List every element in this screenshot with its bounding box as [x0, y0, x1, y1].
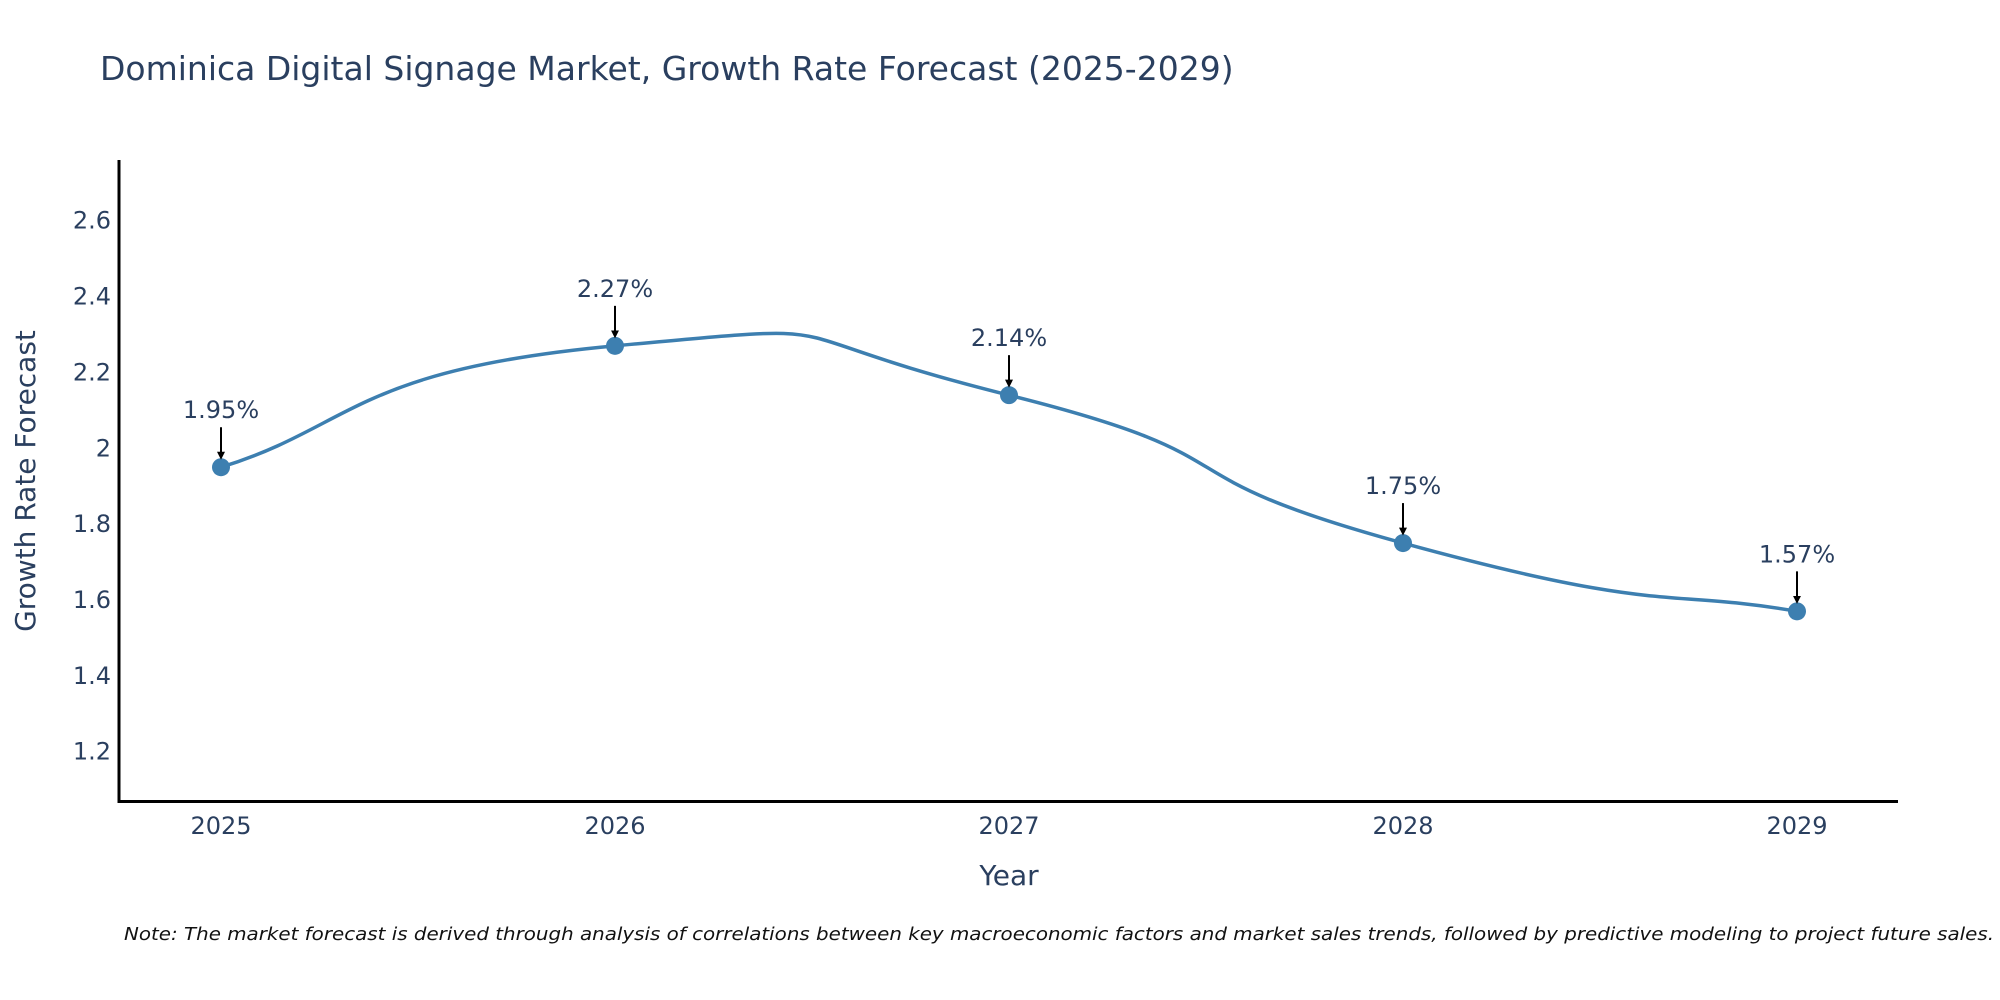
x-tick-label: 2025	[190, 812, 251, 840]
data-label: 1.57%	[1759, 540, 1835, 568]
y-tick-label: 2.2	[73, 358, 111, 386]
y-tick-label: 1.4	[73, 662, 111, 690]
x-axis-ticks: 2025 2026 2027 2028 2029	[190, 812, 1827, 840]
data-point	[1394, 534, 1412, 553]
footnote: Note: The market forecast is derived thr…	[124, 924, 1994, 945]
y-tick-label: 2.4	[73, 283, 111, 311]
chart-title: Dominica Digital Signage Market, Growth …	[100, 49, 1234, 88]
y-axis-title: Growth Rate Forecast	[9, 330, 42, 632]
y-tick-label: 1.2	[73, 738, 111, 766]
y-tick-label: 1.6	[73, 586, 111, 614]
data-point	[212, 458, 230, 477]
y-axis-ticks: 1.2 1.4 1.6 1.8 2 2.2 2.4 2.6	[73, 207, 111, 766]
y-tick-label: 2	[96, 434, 111, 462]
x-tick-label: 2028	[1372, 812, 1433, 840]
data-label: 1.75%	[1365, 472, 1441, 500]
data-markers	[212, 336, 1806, 621]
data-label: 2.27%	[577, 275, 653, 303]
data-annotations: 1.95% 2.27% 2.14% 1.75% 1.57%	[183, 275, 1835, 604]
data-point	[1000, 386, 1018, 405]
data-label: 2.14%	[971, 324, 1047, 352]
x-tick-label: 2026	[584, 812, 645, 840]
y-tick-label: 1.8	[73, 510, 111, 538]
data-label: 1.95%	[183, 396, 259, 424]
x-tick-label: 2027	[978, 812, 1039, 840]
y-tick-label: 2.6	[73, 207, 111, 235]
x-axis-title: Year	[978, 859, 1039, 892]
data-point	[1788, 602, 1806, 621]
data-point	[606, 336, 624, 355]
x-tick-label: 2029	[1766, 812, 1827, 840]
